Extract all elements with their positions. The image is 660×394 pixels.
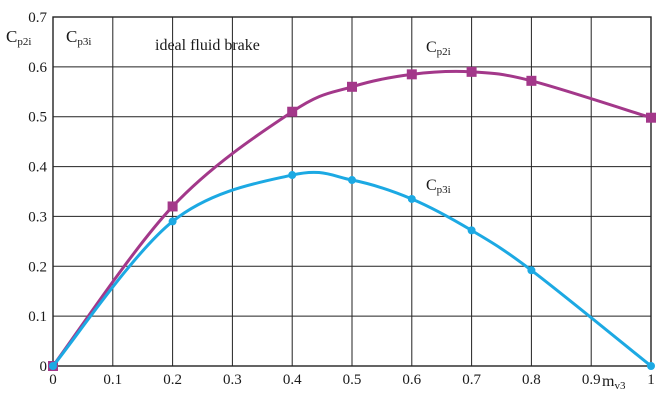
y-tick-label: 0.2 — [28, 259, 47, 275]
data-point-cp3i — [407, 194, 416, 203]
series-label-cp2i: Cp2i — [426, 39, 451, 58]
data-point-cp2i — [406, 69, 417, 80]
data-point-cp2i — [646, 112, 656, 123]
y-tick-label: 0.7 — [28, 10, 47, 26]
data-point-cp2i — [347, 81, 357, 92]
data-point-cp3i — [168, 217, 177, 226]
x-tick-label: 1 — [647, 372, 655, 388]
y-axis-label: Cp2i — [6, 27, 31, 48]
data-point-cp2i — [526, 75, 537, 86]
x-tick-label: 0 — [49, 372, 57, 388]
x-tick-label: 0.5 — [343, 372, 362, 388]
x-tick-label: 0.2 — [163, 372, 182, 388]
data-point-cp2i — [287, 106, 298, 117]
x-tick-label: 0.7 — [462, 372, 481, 388]
series-layer — [48, 66, 656, 371]
data-point-cp3i — [288, 171, 297, 180]
data-point-cp2i — [466, 66, 477, 77]
grid — [52, 16, 652, 367]
x-axis-label: mv3 — [602, 373, 626, 392]
series-label-cp3i: Cp3i — [426, 177, 451, 196]
data-point-cp3i — [647, 362, 655, 370]
x-tick-label: 0.9 — [582, 372, 601, 388]
y-tick-label: 0.6 — [28, 60, 47, 76]
x-tick-label: 0.6 — [402, 372, 421, 388]
data-point-cp3i — [527, 266, 536, 275]
chart-annotation: ideal fluid brake — [155, 37, 260, 54]
x-tick-label: 0.8 — [522, 372, 541, 388]
x-tick-label: 0.1 — [103, 372, 122, 388]
y-tick-label: 0.3 — [28, 209, 47, 225]
y-axis-label-secondary: Cp3i — [66, 27, 91, 48]
x-tick-label: 0.4 — [283, 372, 302, 388]
data-point-cp2i — [167, 201, 178, 212]
y-tick-label: 0 — [40, 359, 48, 375]
data-point-cp3i — [348, 176, 356, 185]
y-tick-label: 0.1 — [28, 309, 47, 325]
x-tick-label: 0.3 — [223, 372, 242, 388]
tick-labels: 0 0.1 0.2 0.3 0.4 0.5 0.6 0.7 0.8 0.9 1 0 0.1 0.2 0.3 0… — [28, 10, 655, 388]
y-tick-label: 0.4 — [28, 160, 47, 176]
data-point-cp3i — [467, 226, 476, 235]
data-point-cp3i — [49, 362, 57, 370]
y-tick-label: 0.5 — [28, 110, 47, 126]
